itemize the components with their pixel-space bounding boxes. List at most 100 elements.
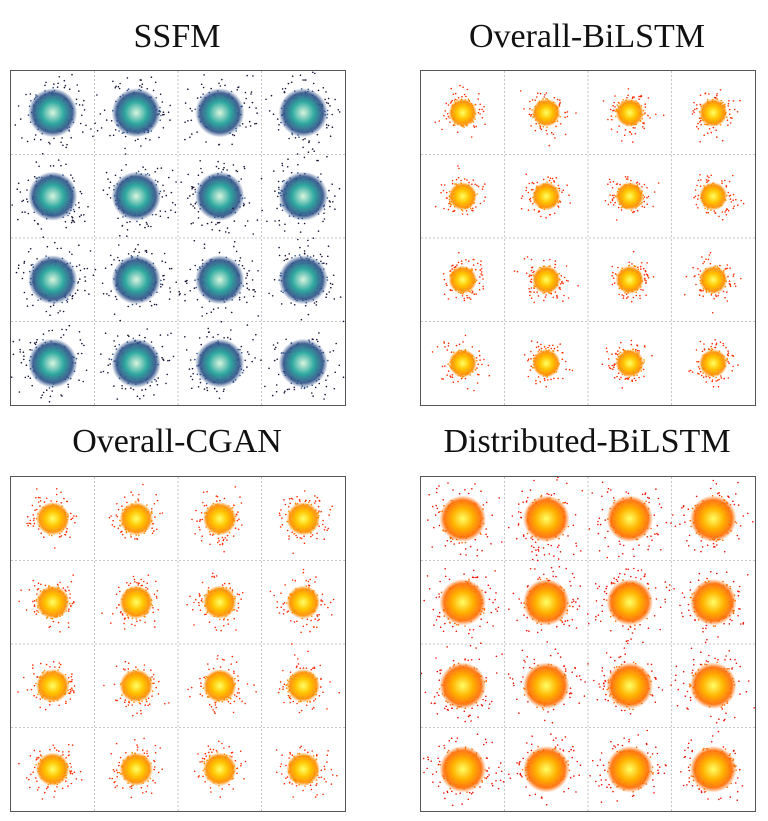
scatter-point [732,365,734,368]
scatter-point [724,179,726,182]
scatter-point [145,221,148,224]
scatter-point [92,274,95,276]
scatter-point [79,278,81,280]
scatter-point [56,247,59,250]
scatter-point [82,380,84,383]
scatter-point [550,347,553,350]
scatter-point [565,368,567,371]
scatter-point [611,275,613,277]
scatter-point [280,303,283,305]
scatter-point [109,181,112,183]
scatter-point [127,305,129,308]
constellation-cluster [683,251,742,314]
scatter-point [714,212,717,214]
scatter-point [325,379,327,382]
scatter-point [29,377,32,380]
scatter-point [206,389,209,392]
scatter-point [29,341,32,344]
scatter-point [101,282,104,285]
scatter-point [61,137,63,139]
scatter-point [448,202,450,205]
scatter-point [174,211,177,214]
scatter-point [283,392,286,394]
scatter-point [612,180,615,183]
scatter-point [625,178,628,180]
scatter-point [113,385,115,387]
scatter-point [618,378,621,381]
scatter-point [26,305,29,307]
scatter-point [100,127,103,129]
scatter-point [457,380,459,383]
scatter-point [696,360,698,363]
scatter-point [53,83,55,85]
scatter-point [115,298,118,301]
scatter-point [273,278,276,281]
scatter-point [714,346,716,349]
scatter-point [215,223,217,226]
scatter-point [299,246,301,249]
scatter-point [477,98,479,100]
scatter-point [725,185,728,187]
scatter-point [140,86,143,88]
constellation-cluster [611,250,655,303]
scatter-point [167,111,170,113]
scatter-point [140,145,142,147]
scatter-point [564,360,567,363]
scatter-point [136,395,139,398]
scatter-point [243,167,246,170]
scatter-point [723,377,725,380]
scatter-point [155,303,158,306]
scatter-point [635,348,637,351]
scatter-point [325,296,327,298]
scatter-point [297,163,299,166]
scatter-point [329,205,331,208]
scatter-point [608,178,611,181]
scatter-point [727,191,730,194]
scatter-point [238,296,241,299]
scatter-point [315,304,318,306]
scatter-point [150,225,152,228]
scatter-point [446,374,448,376]
scatter-point [323,212,325,215]
scatter-point [644,346,646,348]
scatter-point [165,194,168,197]
scatter-point [645,282,647,284]
scatter-point [167,334,169,336]
scatter-point [249,125,252,127]
scatter-point [17,105,20,107]
scatter-point [530,258,533,261]
scatter-point [334,195,336,197]
scatter-point [552,344,554,347]
scatter-point [466,88,469,91]
scatter-point [284,390,286,393]
scatter-point [139,223,141,226]
scatter-point [297,238,299,241]
scatter-point [472,210,474,212]
scatter-point [611,283,614,286]
scatter-point [639,265,642,268]
scatter-point [25,364,28,367]
scatter-point [628,261,630,264]
scatter-point [216,222,219,224]
scatter-point [251,101,254,104]
scatter-point [46,245,49,248]
scatter-point [329,351,331,353]
scatter-point [722,290,725,293]
scatter-point [478,350,480,352]
scatter-point [86,267,89,270]
scatter-point [523,354,526,356]
scatter-point [320,173,322,175]
scatter-point [699,174,701,176]
scatter-point [440,184,443,186]
scatter-point [641,186,643,188]
scatter-point [218,144,220,146]
scatter-point [482,285,484,288]
scatter-point [472,179,475,181]
scatter-point [41,152,44,155]
scatter-point [733,273,735,275]
scatter-point [307,245,309,247]
scatter-point [611,187,614,189]
scatter-point [113,259,115,261]
scatter-point [456,131,459,134]
scatter-point [553,181,556,183]
